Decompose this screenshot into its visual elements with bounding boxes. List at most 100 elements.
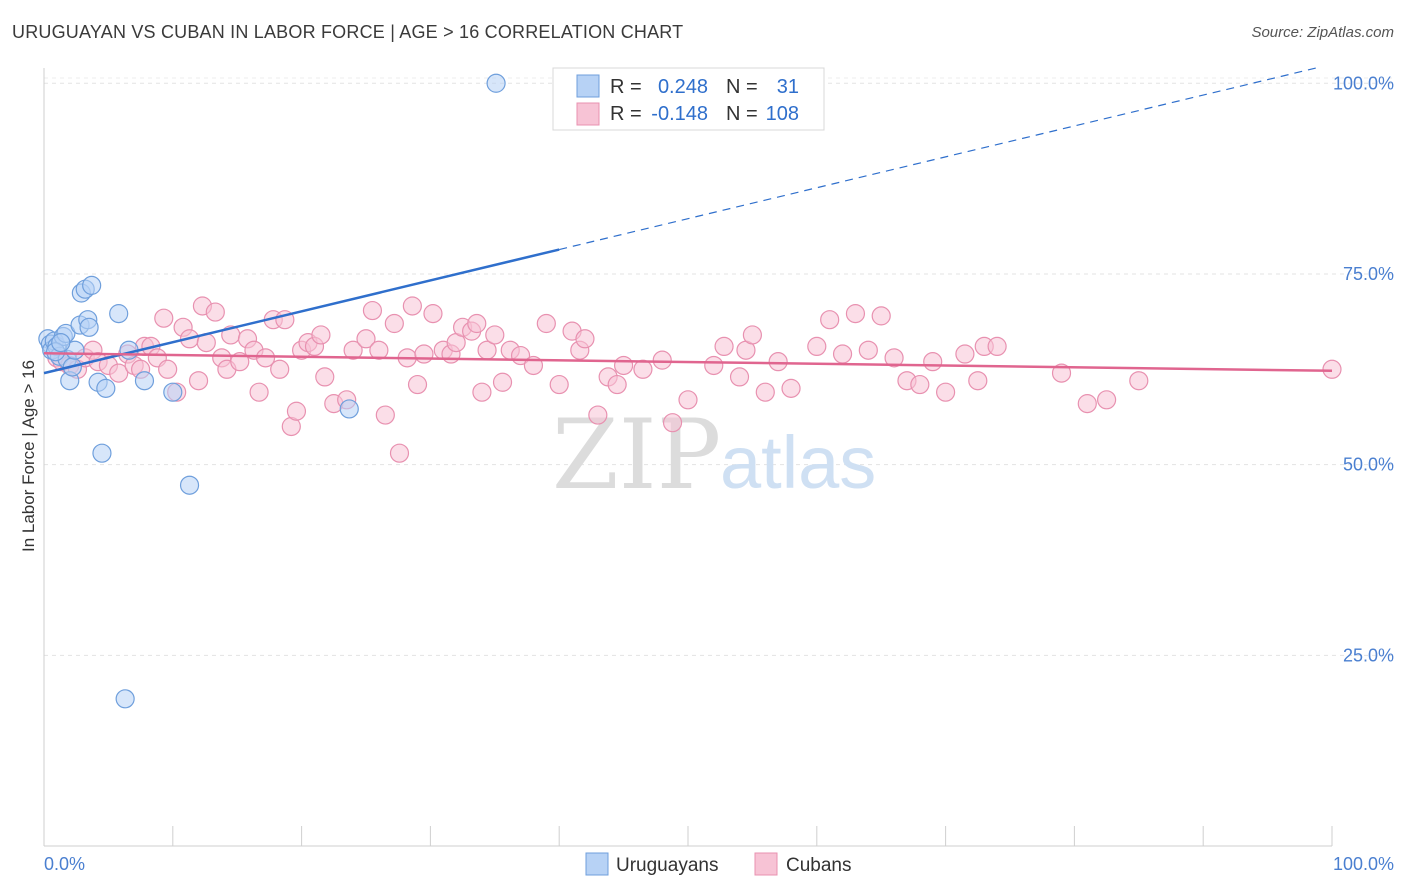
watermark-zip: ZIP — [552, 399, 721, 511]
cuban-point — [968, 371, 988, 391]
cuban-point — [662, 413, 683, 433]
cuban-point — [154, 308, 174, 328]
cuban-point — [607, 374, 627, 395]
uruguayan-point — [115, 689, 135, 709]
cuban-point — [588, 405, 608, 425]
cuban-point — [1051, 363, 1072, 383]
watermark-atlas: atlas — [720, 421, 876, 504]
uruguayan-point — [134, 371, 155, 391]
cubans-r-value: -0.148 — [651, 103, 708, 125]
x-tick-label-max: 100.0% — [1333, 854, 1394, 874]
uruguayans-swatch — [576, 74, 600, 98]
cuban-point — [987, 336, 1007, 357]
cuban-point — [362, 300, 383, 321]
uruguayan-point — [109, 304, 129, 324]
cuban-point — [407, 374, 428, 395]
cuban-point — [729, 367, 750, 387]
uruguayan-point — [179, 475, 200, 495]
cuban-point — [205, 302, 225, 322]
cubans-r-label: R = — [610, 103, 642, 125]
cuban-point — [158, 359, 178, 379]
y-tick-label-25: 25.0% — [1343, 645, 1394, 665]
y-tick-labels: 25.0% 50.0% 75.0% 100.0% — [1333, 73, 1394, 665]
uruguayans-trend-extension — [559, 67, 1317, 251]
cuban-point — [678, 390, 698, 410]
chart-title: URUGUAYAN VS CUBAN IN LABOR FORCE | AGE … — [12, 22, 684, 42]
cuban-point — [188, 371, 209, 391]
cuban-point — [955, 344, 975, 364]
uruguayan-point — [51, 332, 71, 353]
cuban-point — [1322, 359, 1342, 379]
series-legend: Uruguayans Cubans — [585, 852, 852, 876]
legend-cubans-swatch — [754, 852, 778, 876]
x-tick-label-min: 0.0% — [44, 854, 85, 874]
cuban-point — [1077, 394, 1097, 414]
cuban-point — [270, 359, 290, 379]
uruguayans-points — [38, 73, 506, 709]
uruguayan-point — [96, 378, 116, 398]
cuban-point — [820, 310, 840, 330]
cuban-point — [768, 352, 788, 372]
legend-cubans-label: Cubans — [786, 855, 852, 876]
cubans-swatch — [576, 102, 600, 126]
cuban-point — [923, 352, 943, 372]
uruguayan-point — [79, 317, 99, 337]
cuban-point — [871, 306, 891, 326]
uruguayan-point — [339, 399, 359, 419]
cuban-point — [714, 336, 734, 357]
cuban-point — [384, 313, 404, 334]
cuban-point — [652, 350, 672, 370]
legend-uruguayans-swatch — [585, 852, 609, 876]
uruguayan-point — [82, 275, 102, 295]
stats-legend: R = 0.248 N = 31 R = -0.148 N = 108 — [552, 67, 825, 131]
cuban-point — [389, 443, 410, 463]
cuban-point — [832, 344, 853, 364]
cuban-point — [286, 401, 307, 421]
uruguayans-n-value: 31 — [777, 76, 799, 98]
uruguayans-r-value: 0.248 — [658, 76, 708, 98]
uruguayans-trend-line — [43, 248, 560, 375]
cuban-point — [935, 382, 956, 402]
cuban-point — [633, 359, 653, 379]
uruguayans-r-label: R = — [610, 76, 642, 98]
cuban-point — [255, 348, 276, 368]
watermark: ZIP atlas — [552, 399, 876, 511]
y-tick-label-75: 75.0% — [1343, 264, 1394, 284]
cuban-point — [356, 329, 376, 349]
cuban-point — [315, 367, 335, 387]
cuban-point — [485, 325, 505, 345]
cuban-point — [807, 336, 827, 357]
cuban-point — [249, 382, 269, 402]
cuban-point — [845, 304, 866, 324]
cuban-point — [343, 340, 363, 360]
cuban-point — [575, 329, 595, 349]
cuban-point — [755, 382, 775, 402]
cuban-point — [910, 374, 930, 395]
uruguayan-point — [92, 443, 112, 463]
cuban-point — [536, 313, 556, 334]
cuban-point — [1129, 371, 1149, 391]
cuban-point — [884, 348, 904, 368]
y-tick-label-100: 100.0% — [1333, 73, 1394, 93]
cuban-point — [402, 296, 422, 316]
uruguayan-point — [486, 73, 506, 93]
source-credit: Source: ZipAtlas.com — [1251, 24, 1394, 41]
y-axis-title: In Labor Force | Age > 16 — [19, 360, 38, 552]
cuban-point — [467, 313, 487, 334]
cuban-point — [549, 374, 569, 395]
cuban-point — [781, 378, 801, 398]
cuban-point — [369, 340, 389, 360]
uruguayan-point — [163, 382, 183, 402]
cuban-point — [492, 372, 513, 392]
legend-uruguayans-label: Uruguayans — [616, 855, 718, 876]
cuban-point — [858, 340, 878, 360]
cuban-point — [704, 355, 724, 376]
cuban-point — [742, 325, 763, 345]
cuban-point — [311, 325, 331, 345]
cuban-point — [109, 363, 129, 383]
cuban-point — [414, 344, 434, 364]
y-tick-label-50: 50.0% — [1343, 455, 1394, 475]
cubans-n-value: 108 — [766, 103, 799, 125]
cuban-point — [423, 304, 443, 324]
